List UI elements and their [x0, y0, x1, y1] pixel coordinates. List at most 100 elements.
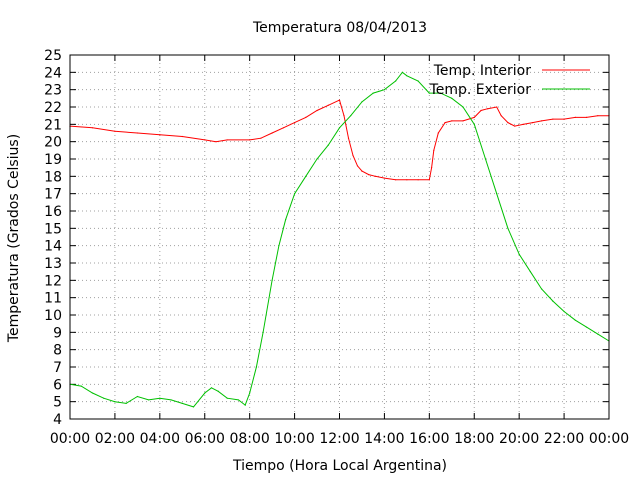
- data-point: [514, 125, 516, 127]
- data-point: [343, 115, 345, 117]
- data-point: [244, 404, 246, 406]
- data-point: [451, 97, 453, 99]
- data-point: [437, 132, 439, 134]
- data-point: [462, 106, 464, 108]
- data-point: [597, 115, 599, 117]
- data-point: [532, 122, 534, 124]
- data-point: [114, 130, 116, 132]
- series-exterior: [69, 71, 610, 408]
- data-point: [372, 92, 374, 94]
- data-point: [473, 123, 475, 125]
- data-point: [383, 177, 386, 179]
- y-tick-label: 18: [44, 169, 62, 185]
- data-point: [574, 319, 576, 321]
- x-tick-label: 22:00: [544, 431, 584, 447]
- data-point: [383, 89, 386, 91]
- data-point: [500, 115, 502, 117]
- data-point: [217, 390, 219, 392]
- x-tick-label: 20:00: [499, 431, 539, 447]
- data-point: [136, 395, 138, 398]
- data-point: [293, 193, 296, 195]
- series-line: [69, 71, 610, 408]
- data-point: [249, 139, 251, 141]
- y-tick-label: 21: [44, 117, 62, 133]
- data-point: [361, 170, 363, 172]
- data-point: [125, 402, 127, 404]
- data-point: [305, 175, 307, 177]
- x-tick-label: 12:00: [319, 431, 359, 447]
- y-tick-label: 4: [53, 412, 62, 428]
- data-point: [484, 158, 487, 160]
- data-point: [204, 139, 206, 141]
- data-point: [496, 106, 498, 108]
- x-tick-label: 00:00: [50, 431, 90, 447]
- data-point: [226, 139, 228, 141]
- data-point: [347, 137, 350, 139]
- plot-frame: [69, 54, 610, 420]
- y-tick-label: 6: [53, 377, 62, 393]
- data-point: [260, 137, 262, 139]
- data-point: [226, 397, 228, 399]
- y-tick-label: 24: [44, 65, 62, 81]
- y-tick-label: 11: [44, 291, 62, 307]
- data-point: [433, 149, 435, 151]
- data-point: [327, 144, 329, 146]
- data-point: [159, 397, 161, 399]
- data-point: [368, 174, 370, 176]
- y-tick-label: 19: [44, 152, 62, 168]
- data-point: [401, 71, 403, 73]
- data-point: [327, 104, 329, 106]
- x-tick-label: 04:00: [140, 431, 180, 447]
- chart-title: Temperatura 08/04/2013: [252, 20, 427, 36]
- data-point: [352, 154, 354, 157]
- data-point: [103, 397, 105, 399]
- y-tick-label: 14: [44, 239, 62, 255]
- data-point: [237, 399, 240, 401]
- series-interior: [69, 99, 610, 181]
- data-point: [529, 271, 531, 273]
- data-point: [210, 387, 213, 389]
- x-tick-label: 08:00: [229, 431, 269, 447]
- data-point: [428, 92, 430, 94]
- data-point: [518, 253, 520, 255]
- series-lines: [69, 71, 610, 408]
- data-point: [316, 158, 318, 160]
- data-point: [181, 402, 183, 404]
- y-tick-label: 12: [44, 273, 62, 289]
- x-tick-label: 10:00: [274, 431, 314, 447]
- x-tick-label: 06:00: [185, 431, 225, 447]
- y-tick-label: 17: [44, 187, 62, 203]
- data-point: [462, 120, 464, 122]
- data-point: [204, 392, 206, 394]
- data-point: [170, 399, 172, 401]
- data-point: [338, 127, 341, 129]
- data-point: [428, 179, 430, 181]
- series-line: [69, 99, 609, 181]
- legend-label: Temp. Exterior: [429, 82, 532, 98]
- legend-label: Temp. Interior: [433, 63, 532, 79]
- data-point: [181, 135, 183, 138]
- data-point: [563, 310, 565, 313]
- data-point: [91, 127, 94, 129]
- data-point: [285, 219, 287, 221]
- data-point: [473, 116, 475, 118]
- data-point: [361, 101, 363, 103]
- x-tick-label: 02:00: [95, 431, 135, 447]
- data-point: [417, 80, 419, 82]
- data-point: [293, 122, 296, 124]
- data-point: [350, 115, 352, 117]
- data-point: [136, 132, 138, 134]
- data-point: [374, 175, 377, 177]
- data-point: [255, 366, 258, 368]
- data-point: [282, 127, 284, 129]
- data-point: [356, 165, 359, 167]
- data-point: [91, 392, 94, 394]
- data-point: [451, 120, 453, 122]
- data-point: [406, 75, 408, 77]
- data-point: [148, 399, 150, 401]
- data-point: [395, 179, 397, 181]
- data-point: [305, 116, 307, 118]
- x-tick-label: 00:00: [589, 431, 629, 447]
- x-tick-label: 14:00: [364, 431, 404, 447]
